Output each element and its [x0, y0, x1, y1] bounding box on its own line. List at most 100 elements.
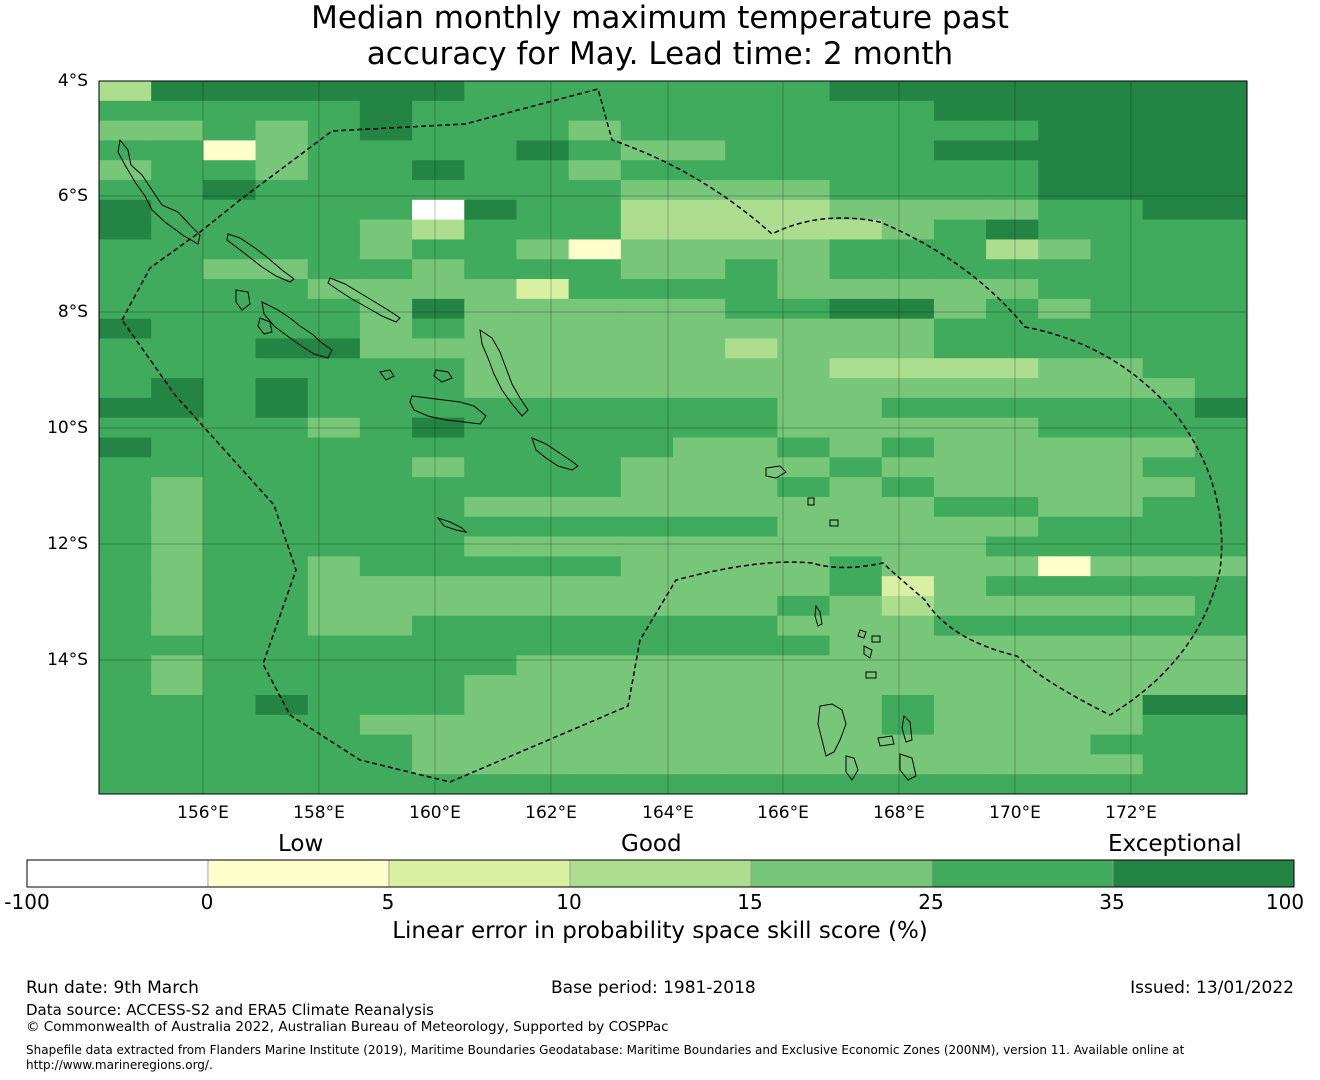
grid-cell [568, 81, 622, 102]
grid-cell [568, 417, 622, 439]
grid-cell [1194, 219, 1247, 241]
grid-cell [777, 536, 831, 557]
grid-cell [933, 556, 987, 577]
grid-cell [464, 199, 518, 221]
grid-cell [881, 259, 935, 280]
grid-cell [412, 774, 465, 794]
grid-cell [777, 754, 831, 775]
grid-cell [620, 576, 674, 597]
grid-cell [986, 199, 1039, 221]
grid-cell [933, 279, 987, 300]
grid-cell [1194, 457, 1247, 478]
grid-cell [933, 675, 987, 696]
grid-cell [829, 675, 883, 696]
colorbar [26, 859, 1295, 888]
grid-cell [516, 81, 570, 102]
grid-cell [151, 595, 204, 617]
grid-cell [1194, 417, 1247, 439]
grid-cell [255, 655, 309, 676]
grid-cell [673, 397, 726, 419]
grid-cell [1090, 338, 1144, 359]
grid-cell [725, 219, 778, 241]
data-source: Data source: ACCESS-S2 and ERA5 Climate … [26, 1001, 434, 1019]
grid-cell [881, 298, 935, 320]
grid-cell [1142, 100, 1196, 122]
grid-cell [359, 694, 413, 716]
grid-cell [99, 615, 152, 637]
grid-cell [1038, 397, 1092, 419]
grid-cell [412, 437, 465, 458]
grid-cell [725, 754, 778, 775]
grid-cell [620, 298, 674, 320]
grid-cell [829, 457, 883, 478]
lon-label-164e: 164°E [642, 803, 694, 823]
grid-cell [516, 496, 570, 518]
grid-cell [673, 576, 726, 597]
grid-cell [516, 754, 570, 775]
island-torres [814, 604, 823, 627]
grid-cell [1038, 219, 1092, 241]
grid-cell [255, 457, 309, 478]
grid-cell [255, 318, 309, 340]
grid-cell [933, 219, 987, 241]
grid-cell [464, 160, 518, 181]
grid-cell [99, 496, 152, 518]
shapefile-credit-line-2: http://www.marineregions.org/. [26, 1058, 213, 1072]
grid-cell [359, 81, 413, 102]
grid-cell [673, 595, 726, 617]
grid-cell [203, 81, 257, 102]
grid-cell [725, 239, 778, 260]
grid-cell [568, 615, 622, 637]
grid-cell [151, 338, 204, 359]
grid-cell [1090, 694, 1144, 716]
grid-cell [881, 279, 935, 300]
grid-cell [1090, 199, 1144, 221]
grid-cell [412, 754, 465, 775]
grid-cell [203, 239, 257, 260]
grid-cell [412, 259, 465, 280]
grid-cell [1142, 239, 1196, 260]
grid-cell [464, 120, 518, 142]
grid-cell [568, 754, 622, 775]
grid-cell [829, 259, 883, 280]
grid-cell [933, 655, 987, 676]
grid-cell [1038, 239, 1092, 260]
grid-cell [464, 734, 518, 755]
grid-cell [620, 635, 674, 656]
grid-cell [881, 358, 935, 379]
grid-cell [881, 477, 935, 498]
grid-cell [516, 437, 570, 458]
grid-cell [986, 714, 1039, 736]
grid-cell [620, 437, 674, 458]
grid-cell [1194, 576, 1247, 597]
grid-cell [620, 120, 674, 142]
grid-cell [464, 378, 518, 399]
grid-cell [1194, 120, 1247, 142]
grid-cell [307, 239, 361, 260]
grid-cell [516, 338, 570, 359]
grid-cell [881, 754, 935, 775]
island-guadalcanal [409, 395, 487, 425]
grid-cell [1142, 576, 1196, 597]
grid-cell [151, 378, 204, 399]
grid-cell [725, 199, 778, 221]
grid-cell [1090, 496, 1144, 518]
grid-cell [1090, 754, 1144, 775]
grid-cell [99, 219, 152, 241]
grid-cell [516, 199, 570, 221]
grid-cell [99, 140, 152, 161]
grid-cell [620, 734, 674, 755]
grid-cell [516, 714, 570, 736]
grid-cell [203, 694, 257, 716]
chart-title-line-1: Median monthly maximum temperature past [311, 0, 1009, 36]
grid-cell [986, 259, 1039, 280]
grid-cell [620, 219, 674, 241]
grid-cell [620, 100, 674, 122]
grid-cell [1142, 714, 1196, 736]
grid-cell [777, 576, 831, 597]
grid-cell [986, 576, 1039, 597]
grid-cell [464, 635, 518, 656]
grid-cell [933, 635, 987, 656]
grid-cell [777, 694, 831, 716]
grid-cell [986, 536, 1039, 557]
